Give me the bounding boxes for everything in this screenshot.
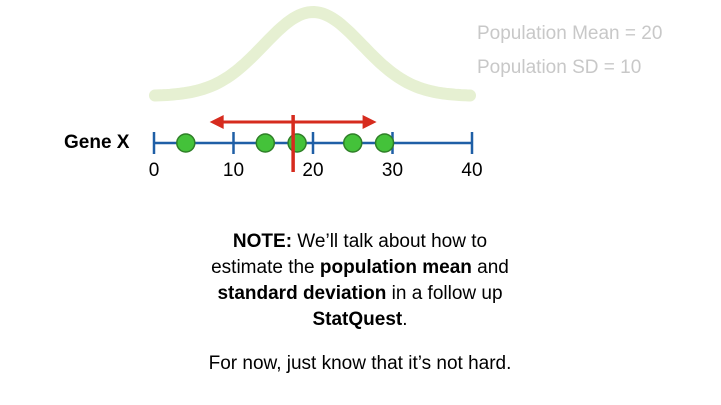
sample-point-1 [255, 133, 276, 153]
spread-arrow [209, 115, 377, 129]
note-text-2: estimate the [211, 257, 320, 278]
note-bold-4: StatQuest [312, 309, 403, 330]
note-lead: NOTE: [232, 231, 293, 252]
sample-point-3 [343, 133, 363, 153]
axis-label: Gene X [64, 132, 130, 153]
arrow-head-left [209, 115, 224, 129]
closing-text: For now, just know that it’s not hard. [208, 353, 512, 374]
tick-label-4: 40 [461, 160, 483, 181]
note-text-5: . [402, 309, 408, 330]
note-text: NOTE: We’ll talk about how to estimate t… [110, 229, 610, 333]
tick-label-0: 0 [148, 160, 160, 181]
note-text-3: and [471, 257, 509, 278]
population-mean-label: Population Mean = 20 [477, 23, 663, 44]
sample-point-0 [176, 133, 196, 153]
note-text-4: in a follow up [386, 283, 503, 304]
population-sd-label: Population SD = 10 [477, 57, 642, 78]
arrow-head-right [362, 115, 377, 129]
sample-point-4 [374, 133, 395, 153]
tick-label-2: 20 [302, 160, 324, 181]
normal-curve [149, 5, 476, 102]
note-bold-3: standard deviation [217, 283, 387, 304]
tick-label-1: 10 [222, 160, 245, 181]
tick-label-3: 30 [381, 160, 404, 181]
note-text-1: We’ll talk about how to [292, 231, 488, 252]
note-bold-2: population mean [319, 257, 472, 278]
sample-point-2 [287, 133, 307, 153]
number-line [152, 132, 474, 154]
